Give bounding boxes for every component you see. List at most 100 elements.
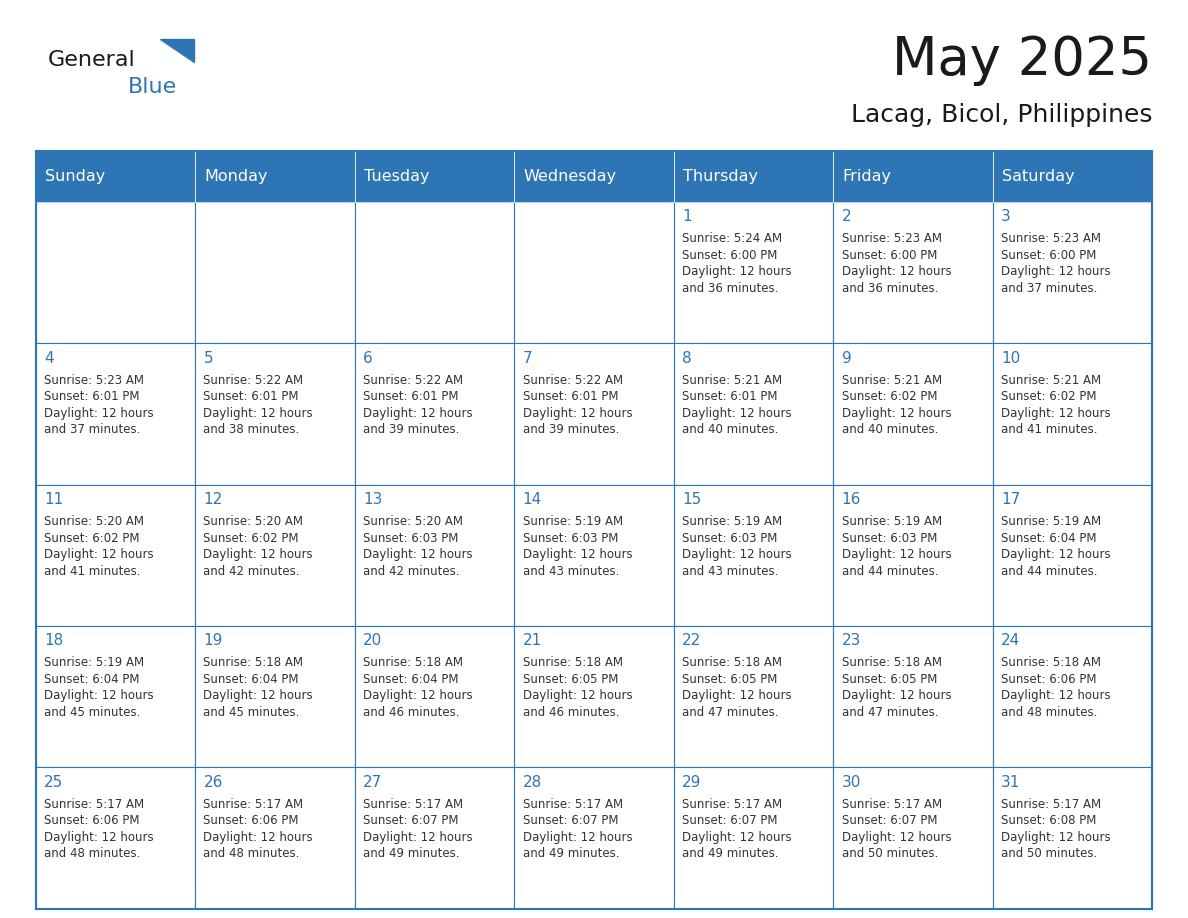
Text: Daylight: 12 hours: Daylight: 12 hours [364, 689, 473, 702]
Text: Daylight: 12 hours: Daylight: 12 hours [682, 831, 791, 844]
Text: Daylight: 12 hours: Daylight: 12 hours [682, 407, 791, 420]
Text: Sunset: 6:02 PM: Sunset: 6:02 PM [203, 532, 299, 544]
Text: Sunrise: 5:17 AM: Sunrise: 5:17 AM [44, 798, 144, 811]
Text: Daylight: 12 hours: Daylight: 12 hours [1001, 548, 1111, 561]
Text: Daylight: 12 hours: Daylight: 12 hours [523, 548, 632, 561]
Text: Daylight: 12 hours: Daylight: 12 hours [523, 407, 632, 420]
Text: and 40 minutes.: and 40 minutes. [841, 423, 939, 436]
Bar [993, 151, 1152, 202]
Text: Sunrise: 5:18 AM: Sunrise: 5:18 AM [682, 656, 782, 669]
Text: Sunrise: 5:21 AM: Sunrise: 5:21 AM [841, 374, 942, 386]
Text: Daylight: 12 hours: Daylight: 12 hours [364, 831, 473, 844]
Bar [833, 151, 993, 202]
Text: Daylight: 12 hours: Daylight: 12 hours [841, 265, 952, 278]
Text: 13: 13 [364, 492, 383, 507]
Bar [355, 151, 514, 202]
Text: Thursday: Thursday [683, 169, 758, 185]
Text: 26: 26 [203, 775, 223, 789]
Bar [514, 767, 674, 909]
Text: Daylight: 12 hours: Daylight: 12 hours [44, 548, 153, 561]
Text: Sunset: 6:00 PM: Sunset: 6:00 PM [682, 249, 777, 262]
Text: 7: 7 [523, 351, 532, 365]
Text: Tuesday: Tuesday [365, 169, 430, 185]
Text: Sunset: 6:07 PM: Sunset: 6:07 PM [841, 814, 937, 827]
Text: Sunrise: 5:22 AM: Sunrise: 5:22 AM [523, 374, 623, 386]
Bar [355, 767, 514, 909]
Text: Sunset: 6:07 PM: Sunset: 6:07 PM [364, 814, 459, 827]
Text: May 2025: May 2025 [892, 34, 1152, 85]
Text: Sunrise: 5:21 AM: Sunrise: 5:21 AM [682, 374, 782, 386]
Text: and 50 minutes.: and 50 minutes. [841, 847, 937, 860]
Bar [195, 343, 355, 485]
Bar [514, 485, 674, 626]
Text: Sunset: 6:05 PM: Sunset: 6:05 PM [523, 673, 618, 686]
Bar [355, 343, 514, 485]
Text: Saturday: Saturday [1003, 169, 1075, 185]
Text: 6: 6 [364, 351, 373, 365]
Text: Sunrise: 5:17 AM: Sunrise: 5:17 AM [1001, 798, 1101, 811]
Text: Sunset: 6:03 PM: Sunset: 6:03 PM [364, 532, 459, 544]
Text: Daylight: 12 hours: Daylight: 12 hours [682, 548, 791, 561]
Text: and 44 minutes.: and 44 minutes. [841, 565, 939, 577]
Text: Daylight: 12 hours: Daylight: 12 hours [203, 548, 314, 561]
Bar [674, 626, 833, 767]
Bar [36, 767, 195, 909]
Text: and 47 minutes.: and 47 minutes. [841, 706, 939, 719]
Bar [195, 626, 355, 767]
Text: and 48 minutes.: and 48 minutes. [203, 847, 299, 860]
Text: Sunrise: 5:19 AM: Sunrise: 5:19 AM [841, 515, 942, 528]
Text: Sunrise: 5:18 AM: Sunrise: 5:18 AM [841, 656, 942, 669]
Text: and 41 minutes.: and 41 minutes. [1001, 423, 1098, 436]
Text: Sunrise: 5:24 AM: Sunrise: 5:24 AM [682, 232, 782, 245]
Text: and 41 minutes.: and 41 minutes. [44, 565, 140, 577]
Text: 22: 22 [682, 633, 701, 648]
Text: 24: 24 [1001, 633, 1020, 648]
Text: 16: 16 [841, 492, 861, 507]
Text: Sunrise: 5:19 AM: Sunrise: 5:19 AM [523, 515, 623, 528]
Text: Daylight: 12 hours: Daylight: 12 hours [44, 689, 153, 702]
Text: Sunrise: 5:19 AM: Sunrise: 5:19 AM [44, 656, 144, 669]
Text: Sunset: 6:04 PM: Sunset: 6:04 PM [1001, 532, 1097, 544]
Text: Sunset: 6:02 PM: Sunset: 6:02 PM [841, 390, 937, 403]
Text: 31: 31 [1001, 775, 1020, 789]
Text: Wednesday: Wednesday [524, 169, 617, 185]
Bar [195, 202, 355, 343]
Text: Daylight: 12 hours: Daylight: 12 hours [1001, 265, 1111, 278]
Bar [355, 626, 514, 767]
Text: and 49 minutes.: and 49 minutes. [364, 847, 460, 860]
Text: Sunrise: 5:23 AM: Sunrise: 5:23 AM [841, 232, 942, 245]
Text: Sunrise: 5:18 AM: Sunrise: 5:18 AM [1001, 656, 1101, 669]
Bar [36, 202, 195, 343]
Text: 18: 18 [44, 633, 63, 648]
Text: Sunrise: 5:17 AM: Sunrise: 5:17 AM [841, 798, 942, 811]
Text: Daylight: 12 hours: Daylight: 12 hours [682, 689, 791, 702]
Text: Daylight: 12 hours: Daylight: 12 hours [841, 689, 952, 702]
Text: 21: 21 [523, 633, 542, 648]
Text: 4: 4 [44, 351, 53, 365]
Text: Daylight: 12 hours: Daylight: 12 hours [682, 265, 791, 278]
Text: Sunrise: 5:23 AM: Sunrise: 5:23 AM [44, 374, 144, 386]
Text: and 36 minutes.: and 36 minutes. [682, 282, 778, 295]
Text: Daylight: 12 hours: Daylight: 12 hours [44, 407, 153, 420]
Text: 15: 15 [682, 492, 701, 507]
Text: Sunset: 6:01 PM: Sunset: 6:01 PM [203, 390, 299, 403]
Text: 29: 29 [682, 775, 701, 789]
Text: Sunset: 6:07 PM: Sunset: 6:07 PM [682, 814, 778, 827]
Text: and 48 minutes.: and 48 minutes. [1001, 706, 1098, 719]
Bar [36, 151, 1152, 909]
Text: and 48 minutes.: and 48 minutes. [44, 847, 140, 860]
Text: 2: 2 [841, 209, 852, 224]
Bar [36, 151, 195, 202]
Bar [993, 485, 1152, 626]
Text: Daylight: 12 hours: Daylight: 12 hours [1001, 831, 1111, 844]
Text: Daylight: 12 hours: Daylight: 12 hours [1001, 407, 1111, 420]
Text: Sunrise: 5:21 AM: Sunrise: 5:21 AM [1001, 374, 1101, 386]
Text: 30: 30 [841, 775, 861, 789]
Text: Sunset: 6:00 PM: Sunset: 6:00 PM [1001, 249, 1097, 262]
Text: Sunrise: 5:18 AM: Sunrise: 5:18 AM [523, 656, 623, 669]
Bar [195, 767, 355, 909]
Text: Daylight: 12 hours: Daylight: 12 hours [841, 548, 952, 561]
Text: 20: 20 [364, 633, 383, 648]
Text: Monday: Monday [204, 169, 268, 185]
Text: and 43 minutes.: and 43 minutes. [682, 565, 778, 577]
